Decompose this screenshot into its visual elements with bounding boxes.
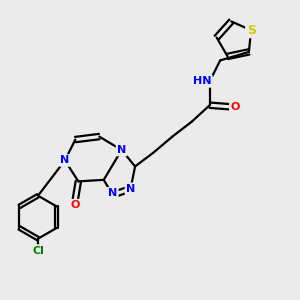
Text: S: S: [247, 24, 256, 37]
Text: HN: HN: [193, 76, 212, 86]
Text: O: O: [71, 200, 80, 210]
Text: N: N: [126, 184, 135, 194]
Text: N: N: [117, 145, 126, 155]
Text: Cl: Cl: [32, 246, 44, 256]
Text: O: O: [230, 102, 240, 112]
Text: N: N: [108, 188, 117, 198]
Text: N: N: [60, 155, 70, 166]
